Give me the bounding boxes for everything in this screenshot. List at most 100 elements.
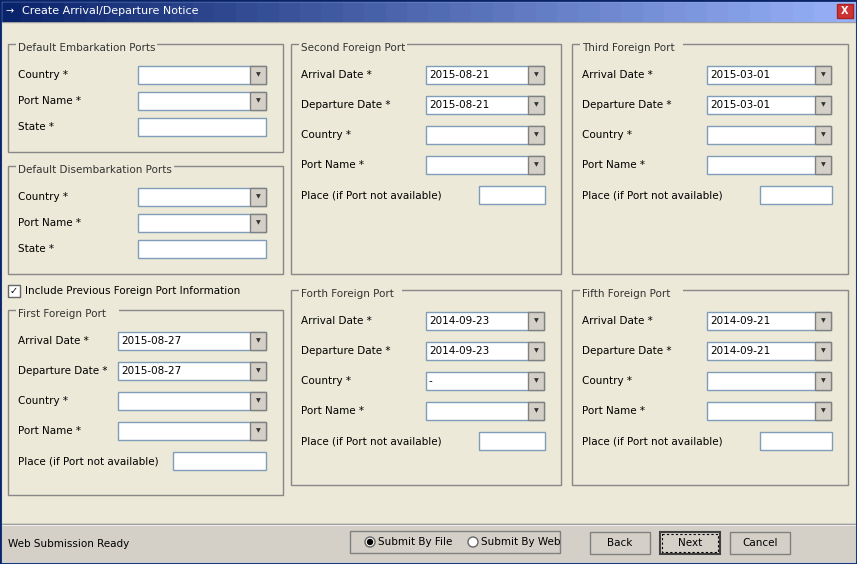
Text: Submit By File: Submit By File	[378, 537, 452, 547]
Bar	[686, 0, 708, 22]
Text: Cancel: Cancel	[742, 538, 778, 548]
Bar	[138, 92, 266, 110]
Bar	[364, 0, 387, 22]
Bar	[528, 96, 544, 114]
Bar	[407, 0, 429, 22]
Text: 2015-08-27: 2015-08-27	[121, 336, 181, 346]
Bar	[528, 342, 544, 360]
Text: ▼: ▼	[534, 162, 538, 168]
Text: Departure Date *: Departure Date *	[582, 100, 672, 110]
Bar	[707, 96, 831, 114]
Text: Country *: Country *	[582, 376, 632, 386]
Bar	[536, 0, 558, 22]
Circle shape	[365, 537, 375, 547]
Text: 2015-03-01: 2015-03-01	[710, 100, 770, 110]
Bar	[16, 309, 119, 319]
Bar	[236, 0, 258, 22]
Text: Forth Foreign Port: Forth Foreign Port	[301, 289, 394, 299]
Text: ▼: ▼	[255, 429, 261, 434]
Text: Arrival Date *: Arrival Date *	[301, 316, 372, 326]
Text: Country *: Country *	[18, 192, 68, 202]
Text: ▼: ▼	[534, 103, 538, 108]
Bar	[426, 156, 544, 174]
Text: ▼: ▼	[534, 133, 538, 138]
Text: ▼: ▼	[534, 349, 538, 354]
Bar	[257, 0, 279, 22]
Text: →: →	[6, 6, 14, 16]
Bar	[815, 372, 831, 390]
Bar	[291, 290, 561, 485]
Bar	[590, 532, 650, 554]
Text: 2014-09-21: 2014-09-21	[710, 346, 770, 356]
Bar	[250, 188, 266, 206]
Text: ▼: ▼	[534, 319, 538, 324]
Text: 2015-08-21: 2015-08-21	[429, 70, 489, 80]
Text: ▼: ▼	[255, 338, 261, 343]
Bar	[643, 0, 665, 22]
Bar	[214, 0, 237, 22]
Text: ▼: ▼	[821, 378, 825, 384]
Text: Port Name *: Port Name *	[582, 160, 645, 170]
Bar	[138, 188, 266, 206]
Text: 2015-08-27: 2015-08-27	[121, 366, 181, 376]
Text: ✓: ✓	[10, 286, 18, 296]
Text: Country *: Country *	[18, 396, 68, 406]
Bar	[771, 0, 794, 22]
Bar	[250, 422, 266, 440]
Bar	[118, 332, 266, 350]
Text: Third Foreign Port: Third Foreign Port	[582, 43, 674, 53]
Bar	[8, 285, 20, 297]
Bar	[479, 432, 545, 450]
Bar	[707, 126, 831, 144]
Bar	[707, 372, 831, 390]
Bar	[86, 0, 108, 22]
Bar	[150, 0, 172, 22]
Text: 2015-03-01: 2015-03-01	[710, 70, 770, 80]
Text: Country *: Country *	[18, 70, 68, 80]
Text: State *: State *	[18, 122, 54, 132]
Bar	[343, 0, 365, 22]
Bar	[662, 534, 718, 552]
Bar	[471, 0, 494, 22]
Text: Submit By Web: Submit By Web	[481, 537, 560, 547]
Text: ▼: ▼	[821, 103, 825, 108]
Text: Create Arrival/Departure Notice: Create Arrival/Departure Notice	[22, 6, 199, 16]
Text: X: X	[842, 6, 848, 16]
Text: Place (if Port not available): Place (if Port not available)	[582, 190, 722, 200]
Bar	[760, 432, 832, 450]
Text: ▼: ▼	[255, 399, 261, 403]
Bar	[426, 342, 544, 360]
Bar	[750, 0, 772, 22]
Bar	[250, 214, 266, 232]
Bar	[707, 342, 831, 360]
Bar	[118, 392, 266, 410]
Bar	[138, 240, 266, 258]
Bar	[138, 118, 266, 136]
Text: Port Name *: Port Name *	[18, 426, 81, 436]
Text: Web Submission Ready: Web Submission Ready	[8, 539, 129, 549]
Bar	[350, 531, 560, 553]
Text: Next: Next	[678, 538, 702, 548]
Text: Place (if Port not available): Place (if Port not available)	[301, 190, 441, 200]
Bar	[426, 312, 544, 330]
Bar	[250, 332, 266, 350]
Text: Default Disembarkation Ports: Default Disembarkation Ports	[18, 165, 172, 175]
Text: ▼: ▼	[534, 73, 538, 77]
Bar	[118, 362, 266, 380]
Bar	[760, 186, 832, 204]
Bar	[528, 372, 544, 390]
Text: -: -	[429, 376, 433, 386]
Bar	[426, 402, 544, 420]
Bar	[450, 0, 472, 22]
Text: Include Previous Foreign Port Information: Include Previous Foreign Port Informatio…	[25, 286, 240, 296]
Text: Place (if Port not available): Place (if Port not available)	[18, 456, 159, 466]
Bar	[0, 22, 857, 524]
Bar	[815, 156, 831, 174]
Text: Fifth Foreign Port: Fifth Foreign Port	[582, 289, 670, 299]
Bar	[129, 0, 151, 22]
Bar	[250, 66, 266, 84]
Bar	[728, 0, 751, 22]
Bar	[428, 0, 451, 22]
Bar	[814, 0, 836, 22]
Text: ▼: ▼	[821, 162, 825, 168]
